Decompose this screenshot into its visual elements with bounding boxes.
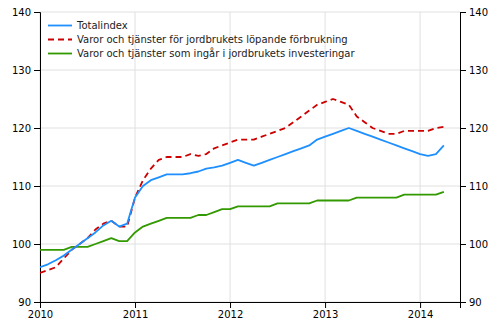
x-axis-tick: 2013 <box>313 302 338 320</box>
legend-swatch <box>48 25 72 27</box>
x-axis-tick-mark <box>230 302 231 308</box>
y-axis-tick: 100 <box>12 239 40 250</box>
y-axis-tick-label: 110 <box>12 181 31 192</box>
legend-item: Varor och tjänster för jordbrukets löpan… <box>48 34 348 45</box>
y-axis-tick-label: 130 <box>12 65 31 76</box>
y-axis-tick-mark <box>34 244 40 245</box>
y-axis-tick-mark <box>34 186 40 187</box>
y2-axis-tick-mark <box>460 128 466 129</box>
y-grid-line <box>40 128 460 129</box>
x-axis-tick: 2010 <box>28 302 53 320</box>
y-axis-tick: 110 <box>12 181 40 192</box>
x-axis-tick-label: 2013 <box>313 309 338 320</box>
y2-axis-tick: 120 <box>460 123 488 134</box>
y2-axis-tick-mark <box>460 244 466 245</box>
y2-axis-tick: 140 <box>460 7 488 18</box>
y2-axis-tick-label: 90 <box>469 297 482 308</box>
y-grid-line <box>40 12 460 13</box>
y-axis-tick-label: 120 <box>12 123 31 134</box>
y2-axis: 90 100 110 120 130 140 <box>460 7 488 308</box>
x-axis-tick-mark <box>135 302 136 308</box>
y2-axis-tick-label: 130 <box>469 65 488 76</box>
y-axis-tick: 90 <box>18 297 40 308</box>
x-axis-tick-mark <box>325 302 326 308</box>
y-grid-line <box>40 244 460 245</box>
y2-axis-tick-label: 100 <box>469 239 488 250</box>
y-axis-line <box>34 13 41 303</box>
legend: Totalindex Varor och tjänster för jordbru… <box>48 20 355 59</box>
y2-axis-tick-mark <box>460 186 466 187</box>
y-axis-tick-label: 90 <box>18 297 31 308</box>
y2-axis-tick: 130 <box>460 65 488 76</box>
y2-axis-line <box>461 13 467 303</box>
series-line <box>40 128 444 267</box>
y-axis-tick-mark <box>34 70 40 71</box>
y-axis-tick: 120 <box>12 123 40 134</box>
y-axis-tick-mark <box>34 302 40 303</box>
y2-axis-tick-mark <box>460 12 466 13</box>
y2-axis-tick-mark <box>460 70 466 71</box>
y-axis-tick: 130 <box>12 65 40 76</box>
y2-axis-tick: 90 <box>460 297 482 308</box>
y2-axis-tick-label: 110 <box>469 181 488 192</box>
y-axis-tick: 140 <box>12 7 40 18</box>
x-axis-line <box>41 303 461 309</box>
y-axis-tick-mark <box>34 12 40 13</box>
legend-item: Totalindex <box>48 20 128 31</box>
legend-label: Varor och tjänster för jordbrukets löpan… <box>77 34 348 45</box>
legend-swatch <box>48 53 72 55</box>
y-axis-tick-label: 100 <box>12 239 31 250</box>
y-axis-tick-mark <box>34 128 40 129</box>
y-axis: 90 100 110 120 130 140 <box>12 7 41 308</box>
x-axis-tick-mark <box>420 302 421 308</box>
x-axis-tick-label: 2012 <box>218 309 243 320</box>
y-grid-line <box>40 70 460 71</box>
grid <box>40 12 460 302</box>
legend-label: Varor och tjänster som ingår i jordbruke… <box>77 47 355 59</box>
x-axis: 2010 2011 2012 2013 2014 <box>28 302 461 320</box>
y2-axis-tick-label: 140 <box>469 7 488 18</box>
y2-axis-tick-mark <box>460 302 466 303</box>
legend-label: Totalindex <box>76 20 128 31</box>
legend-item: Varor och tjänster som ingår i jordbruke… <box>48 47 355 59</box>
x-axis-tick: 2011 <box>123 302 148 320</box>
x-axis-tick-label: 2014 <box>408 309 433 320</box>
x-grid-line <box>420 12 421 302</box>
series-line <box>40 99 444 273</box>
chart: 2010 2011 2012 2013 2014 90 100 110 120 130 140 90 1… <box>0 0 500 330</box>
plot-area <box>40 99 444 273</box>
x-axis-tick: 2012 <box>218 302 243 320</box>
x-axis-tick-label: 2011 <box>123 309 148 320</box>
y2-axis-tick-label: 120 <box>469 123 488 134</box>
x-axis-tick-label: 2010 <box>28 309 53 320</box>
series-line <box>40 192 444 250</box>
y-grid-line <box>40 186 460 187</box>
y2-axis-tick: 100 <box>460 239 488 250</box>
x-axis-tick: 2014 <box>408 302 433 320</box>
y2-axis-tick: 110 <box>460 181 488 192</box>
y-axis-tick-label: 140 <box>12 7 31 18</box>
legend-swatch <box>48 39 72 41</box>
